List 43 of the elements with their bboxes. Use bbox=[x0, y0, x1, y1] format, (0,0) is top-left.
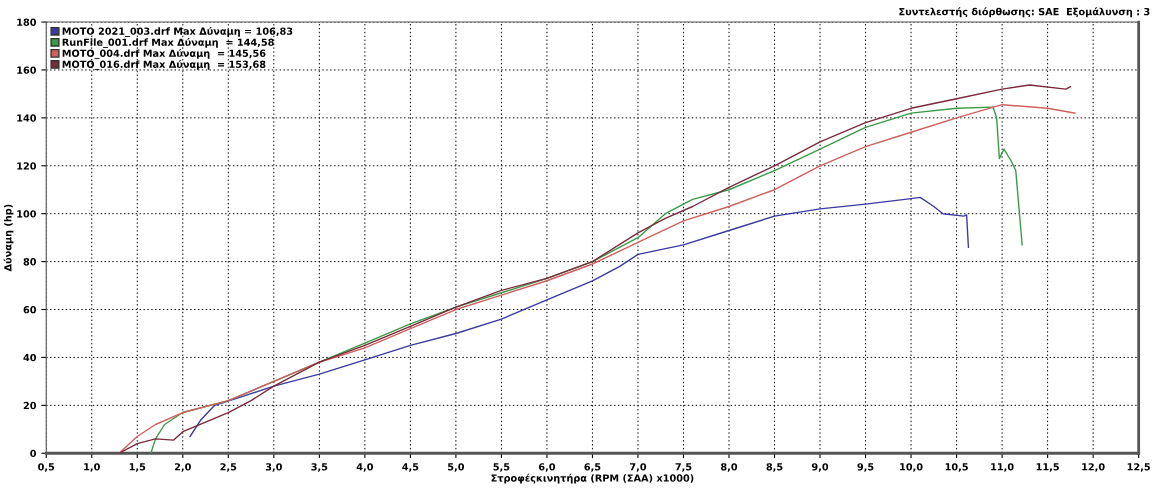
y-tick-label: 140 bbox=[17, 114, 37, 122]
x-tick-label: 8,0 bbox=[720, 463, 738, 472]
legend-label: MOTO 2021_003.drf Max Δύναμη = 106,83 bbox=[62, 26, 293, 37]
text: Συντελεστής διόρθωσης: SAE Εξομάλυνση : 3 bbox=[899, 7, 1150, 18]
x-tick-label: 3,5 bbox=[311, 463, 328, 472]
y-tick-label: 20 bbox=[23, 401, 37, 410]
x-tick-label: 1,5 bbox=[129, 463, 146, 472]
x-tick-label: 2,0 bbox=[174, 463, 191, 472]
x-tick-label: 9,5 bbox=[857, 463, 874, 472]
x-tick-label: 6,5 bbox=[584, 463, 601, 472]
x-tick-label: 12,5 bbox=[1127, 463, 1150, 472]
x-tick-label: 10,0 bbox=[900, 463, 923, 472]
x-tick-label: 12,0 bbox=[1082, 463, 1105, 472]
y-tick-label: 60 bbox=[23, 305, 37, 314]
y-tick-label: 180 bbox=[17, 18, 37, 26]
x-tick-label: 4,0 bbox=[356, 463, 374, 472]
x-tick-label: 10,5 bbox=[945, 463, 968, 472]
x-tick-label: 6,0 bbox=[538, 463, 556, 472]
legend-label: MOTO_004.drf Max Δύναμη = 145,56 bbox=[62, 48, 266, 60]
legend-label: RunFile_001.drf Max Δύναμη = 144,58 bbox=[62, 37, 274, 49]
x-tick-label: 5,5 bbox=[493, 463, 510, 472]
x-tick-label: 1,0 bbox=[84, 463, 100, 472]
y-tick-label: 80 bbox=[23, 258, 37, 266]
y-tick-label: 160 bbox=[17, 66, 37, 74]
x-tick-label: 2,5 bbox=[220, 463, 237, 472]
x-tick-label: 8,5 bbox=[766, 463, 783, 472]
y-tick-label: 120 bbox=[17, 162, 37, 170]
x-tick-label: 3,0 bbox=[265, 463, 282, 472]
x-axis-title: Στροφέςκινητήρα (RPM (ΣΑΑ) x1000) bbox=[491, 473, 694, 484]
x-tick-label: 11,5 bbox=[1036, 463, 1059, 472]
x-tick-label: 11,0 bbox=[991, 463, 1014, 472]
line-series bbox=[189, 196, 970, 438]
x-tick-label: 5,0 bbox=[448, 463, 465, 472]
y-tick-label: 100 bbox=[17, 210, 37, 218]
y-tick-label: 0 bbox=[30, 449, 37, 458]
y-tick-label: 40 bbox=[23, 353, 37, 362]
y-axis-title: Δύναμη (hp) bbox=[3, 204, 14, 272]
x-tick-label: 7,5 bbox=[675, 463, 692, 472]
x-tick-label: 0,5 bbox=[38, 463, 55, 472]
x-tick-label: 9,0 bbox=[811, 463, 829, 472]
x-tick-label: 4,5 bbox=[402, 463, 419, 472]
x-tick-label: 7,0 bbox=[630, 463, 647, 472]
legend-label: MOTO_016.drf Max Δύναμη = 153,68 bbox=[62, 60, 266, 71]
